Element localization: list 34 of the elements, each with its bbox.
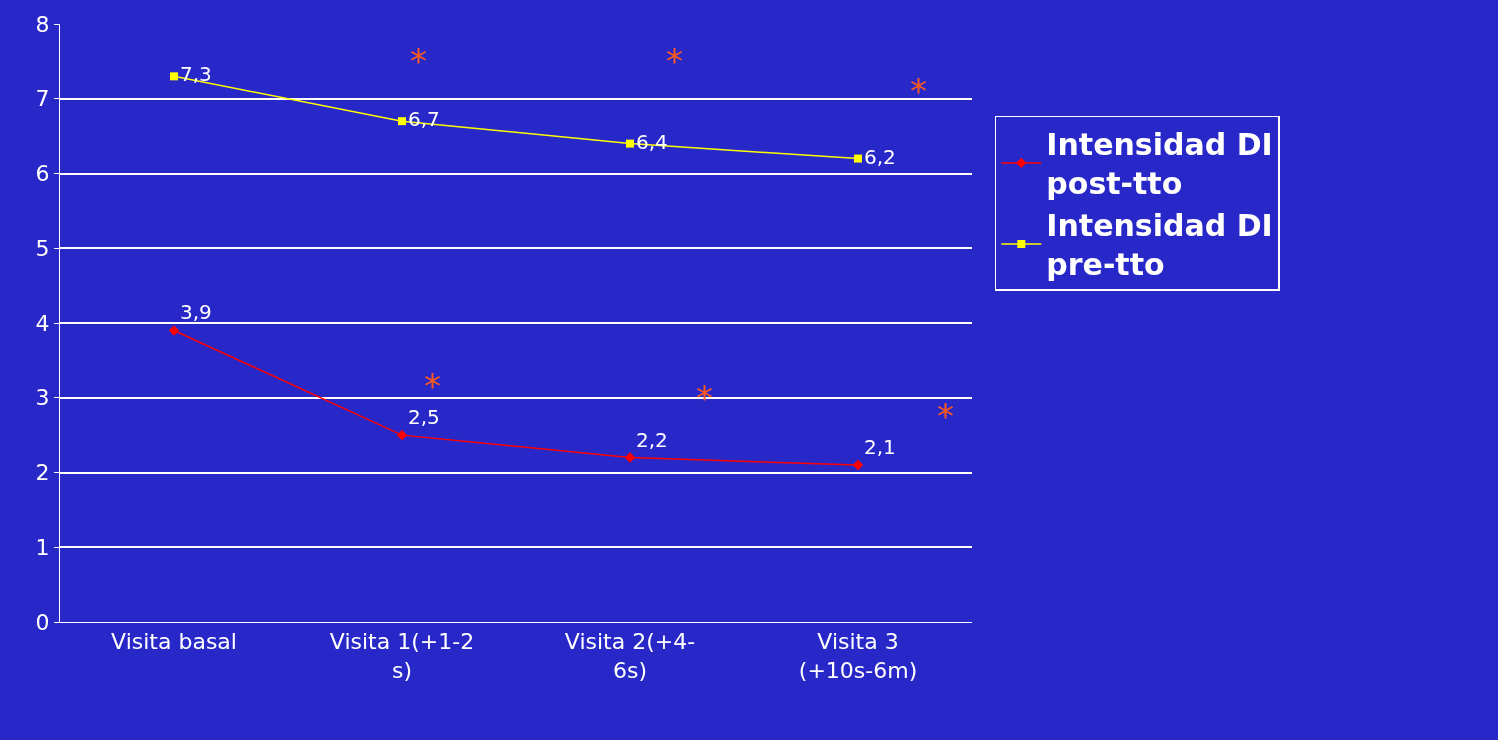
- annotation: *: [910, 71, 927, 111]
- point: [624, 452, 636, 463]
- point: [170, 72, 178, 81]
- point: [854, 154, 862, 163]
- data-label: 2,5: [408, 405, 440, 430]
- point: [396, 429, 408, 441]
- y-tick-label: 6: [35, 161, 50, 187]
- annotation: *: [937, 396, 954, 436]
- x-tick-label: Visita 1(+1-2 s): [329, 629, 475, 683]
- point: [852, 459, 864, 471]
- legend-label: Intensidad DI pre-tto: [1046, 208, 1273, 283]
- point: [168, 325, 180, 336]
- x-tick-label: Visita basal: [111, 629, 237, 655]
- y-tick-label: 5: [35, 235, 50, 261]
- data-label: 6,2: [864, 144, 896, 169]
- data-label: 7,3: [180, 62, 212, 87]
- point: [398, 117, 406, 126]
- y-tick-label: 8: [35, 11, 50, 37]
- y-tick-label: 2: [35, 460, 50, 486]
- point: [626, 139, 634, 148]
- y-tick-label: 4: [35, 310, 50, 336]
- x-tick-label: Visita 3 (+10s-6m): [798, 629, 918, 683]
- y-tick-label: 0: [35, 609, 50, 635]
- data-label: 2,2: [636, 427, 668, 452]
- y-tick-label: 7: [35, 86, 50, 112]
- y-tick-label: 1: [35, 534, 50, 560]
- annotation: *: [410, 41, 427, 81]
- data-label: 3,9: [180, 300, 212, 325]
- y-tick-label: 3: [35, 385, 50, 411]
- legend-label: Intensidad DI post-tto: [1046, 127, 1273, 202]
- data-label: 2,1: [864, 435, 896, 460]
- annotation: *: [424, 366, 441, 406]
- x-tick-label: Visita 2(+4- 6s): [564, 629, 696, 683]
- annotation: *: [666, 41, 683, 81]
